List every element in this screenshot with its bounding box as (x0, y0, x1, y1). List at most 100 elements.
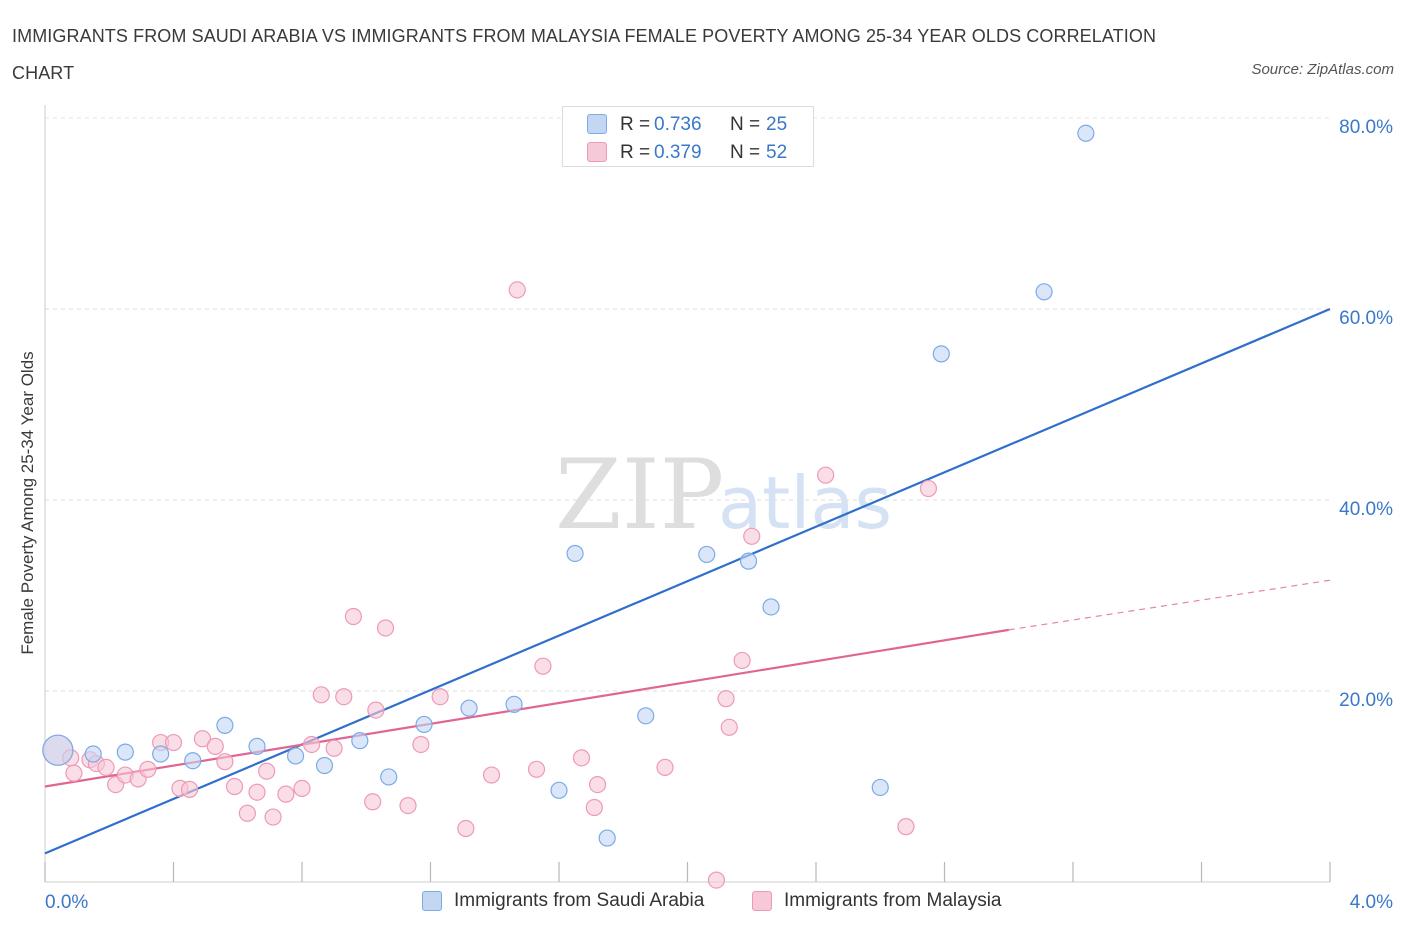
data-point-malaysia (717, 690, 735, 708)
saudi-arabia-legend-swatch (422, 891, 442, 911)
data-point-saudi-arabia (286, 747, 305, 765)
data-point-saudi-arabia (505, 695, 523, 713)
data-point-saudi-arabia (42, 734, 74, 766)
data-point-malaysia (572, 749, 591, 767)
data-point-saudi-arabia (216, 716, 234, 734)
data-point-saudi-arabia (415, 715, 433, 734)
data-point-malaysia (817, 466, 835, 484)
data-point-saudi-arabia (566, 544, 584, 563)
data-point-malaysia (248, 783, 266, 801)
n-label: N = (730, 114, 761, 135)
data-point-saudi-arabia (116, 743, 134, 761)
data-point-malaysia (264, 808, 282, 826)
data-point-malaysia (238, 804, 256, 822)
data-point-saudi-arabia (460, 699, 478, 717)
data-point-malaysia (656, 758, 674, 777)
x-tick-label-right: 4.0% (1350, 892, 1393, 913)
data-point-malaysia (97, 758, 115, 777)
data-point-saudi-arabia (152, 745, 170, 763)
y-tick-label: 80.0% (1339, 117, 1393, 138)
malaysia-legend-swatch (752, 891, 772, 911)
saudi-arabia-swatch (587, 114, 607, 134)
stats-legend: R = 0.736 N = 25 R = 0.379 N = 52 (562, 106, 814, 167)
data-point-malaysia (277, 785, 295, 803)
data-point-saudi-arabia (1035, 283, 1053, 301)
data-point-saudi-arabia (84, 745, 102, 763)
data-point-saudi-arabia (932, 345, 950, 363)
r-label: R = (620, 142, 651, 163)
data-point-saudi-arabia (351, 732, 369, 750)
data-point-saudi-arabia (184, 752, 202, 770)
data-point-malaysia (508, 281, 526, 299)
trend-line-saudi-arabia (44, 307, 1331, 855)
n-label: N = (730, 142, 761, 163)
data-point-saudi-arabia (762, 598, 780, 616)
data-point-saudi-arabia (380, 768, 398, 786)
data-point-malaysia (399, 796, 417, 815)
data-point-malaysia (367, 701, 385, 719)
saudi-arabia-n-value: 25 (766, 114, 788, 135)
data-point-malaysia (312, 686, 330, 704)
data-point-malaysia (897, 818, 915, 836)
y-tick-label: 20.0% (1339, 690, 1393, 711)
grid-lines (45, 117, 1330, 692)
data-point-saudi-arabia (248, 737, 266, 755)
trend-line-malaysia-extension (1008, 579, 1331, 631)
data-point-saudi-arabia (315, 756, 334, 775)
data-point-malaysia (527, 760, 546, 778)
data-point-malaysia (65, 764, 83, 782)
x-tick-label-left: 0.0% (45, 892, 88, 913)
data-point-malaysia (919, 479, 938, 498)
r-label: R = (620, 114, 651, 135)
data-point-malaysia (585, 798, 603, 817)
trend-line-malaysia (44, 628, 1009, 788)
data-point-saudi-arabia (739, 552, 758, 570)
malaysia-legend-label: Immigrants from Malaysia (784, 890, 1002, 911)
data-point-saudi-arabia (698, 545, 716, 564)
data-point-saudi-arabia (598, 829, 616, 847)
data-point-malaysia (344, 607, 362, 626)
saudi-arabia-r-value: 0.736 (654, 114, 702, 135)
data-point-malaysia (364, 793, 382, 811)
malaysia-n-value: 52 (766, 142, 788, 163)
data-point-saudi-arabia (550, 781, 568, 799)
data-point-malaysia (225, 777, 244, 796)
data-point-malaysia (707, 871, 726, 889)
data-point-malaysia (482, 766, 501, 784)
data-point-malaysia (139, 760, 157, 778)
data-point-saudi-arabia (1077, 124, 1095, 142)
data-point-malaysia (412, 735, 430, 754)
tick-labels: 20.0% 40.0% 60.0% 80.0% 0.0% 4.0% (45, 117, 1393, 913)
watermark-zip: ZIP (555, 439, 724, 551)
data-point-saudi-arabia (637, 707, 655, 725)
data-point-malaysia (743, 527, 761, 545)
data-point-malaysia (206, 737, 224, 755)
malaysia-swatch (587, 142, 607, 162)
data-points (42, 124, 1095, 889)
data-point-malaysia (376, 619, 395, 637)
data-point-malaysia (293, 779, 311, 798)
data-point-malaysia (733, 651, 751, 670)
data-point-malaysia (457, 819, 475, 838)
data-point-malaysia (534, 657, 552, 675)
series-legend: Immigrants from Saudi Arabia Immigrants … (0, 890, 1406, 916)
axes (44, 105, 1331, 883)
data-point-malaysia (720, 718, 738, 736)
data-point-saudi-arabia (871, 778, 889, 797)
y-tick-label: 40.0% (1339, 499, 1393, 520)
data-point-malaysia (258, 762, 276, 780)
data-point-malaysia (325, 739, 343, 757)
data-point-malaysia (303, 735, 321, 754)
y-tick-label: 60.0% (1339, 308, 1393, 329)
data-point-malaysia (431, 688, 449, 706)
data-point-malaysia (588, 775, 607, 794)
chart-title: IMMIGRANTS FROM SAUDI ARABIA VS IMMIGRAN… (12, 26, 1157, 83)
data-point-malaysia (180, 780, 199, 798)
data-point-malaysia (193, 730, 212, 748)
saudi-arabia-legend-label: Immigrants from Saudi Arabia (454, 890, 705, 911)
data-point-malaysia (164, 733, 183, 752)
data-point-malaysia (335, 688, 353, 706)
trend-lines (44, 307, 1331, 855)
